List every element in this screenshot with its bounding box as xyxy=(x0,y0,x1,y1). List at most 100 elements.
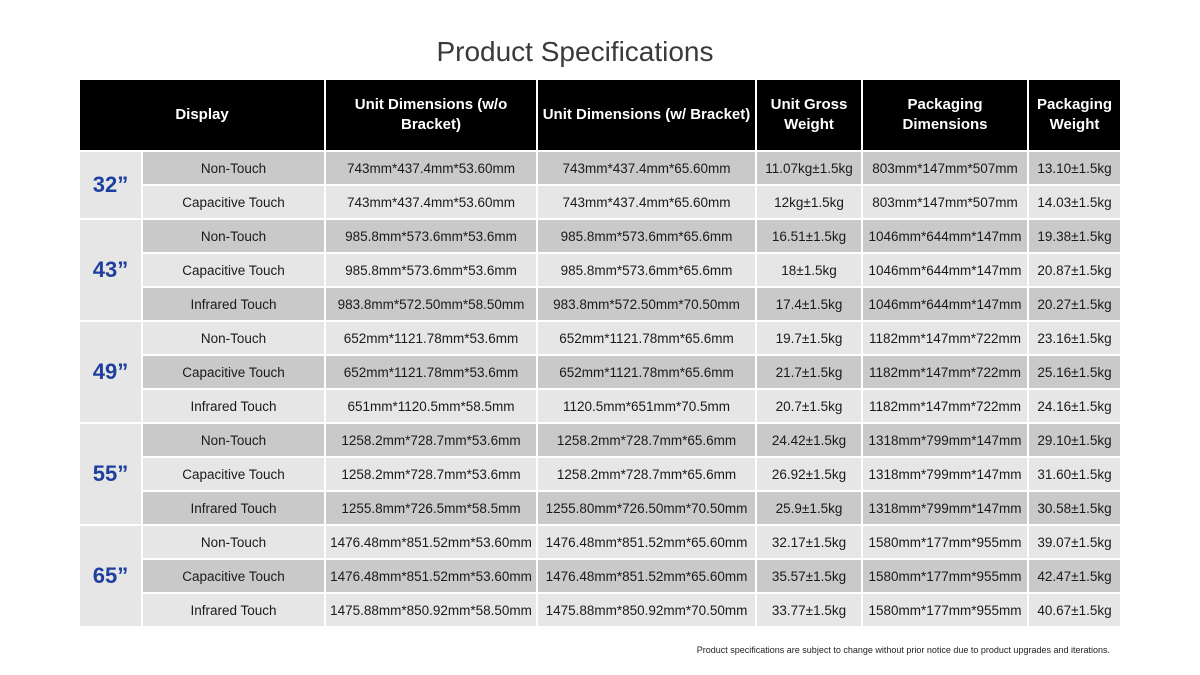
unit-dimensions-no-bracket-cell: 743mm*437.4mm*53.60mm xyxy=(326,150,538,184)
unit-dimensions-bracket-cell: 985.8mm*573.6mm*65.6mm xyxy=(538,252,757,286)
packaging-weight-cell: 19.38±1.5kg xyxy=(1029,218,1120,252)
display-type-cell: Infrared Touch xyxy=(143,490,326,524)
unit-dimensions-bracket-cell: 1120.5mm*651mm*70.5mm xyxy=(538,388,757,422)
screen-size-label: 32” xyxy=(80,150,143,218)
display-type-cell: Capacitive Touch xyxy=(143,252,326,286)
table-row: Capacitive Touch 743mm*437.4mm*53.60mm 743… xyxy=(80,184,1120,218)
unit-dimensions-bracket-cell: 1255.80mm*726.50mm*70.50mm xyxy=(538,490,757,524)
screen-size-label: 65” xyxy=(80,524,143,626)
unit-dimensions-no-bracket-cell: 1255.8mm*726.5mm*58.5mm xyxy=(326,490,538,524)
unit-dimensions-bracket-cell: 983.8mm*572.50mm*70.50mm xyxy=(538,286,757,320)
packaging-dimensions-cell: 1318mm*799mm*147mm xyxy=(863,422,1029,456)
packaging-weight-cell: 13.10±1.5kg xyxy=(1029,150,1120,184)
packaging-weight-cell: 24.16±1.5kg xyxy=(1029,388,1120,422)
packaging-dimensions-cell: 803mm*147mm*507mm xyxy=(863,184,1029,218)
header-unit-dimensions-no-bracket: Unit Dimensions (w/o Bracket) xyxy=(326,80,538,150)
display-type-cell: Capacitive Touch xyxy=(143,184,326,218)
packaging-dimensions-cell: 1318mm*799mm*147mm xyxy=(863,490,1029,524)
packaging-dimensions-cell: 1182mm*147mm*722mm xyxy=(863,320,1029,354)
display-type-cell: Non-Touch xyxy=(143,422,326,456)
packaging-dimensions-cell: 1318mm*799mm*147mm xyxy=(863,456,1029,490)
table-row: 55” Non-Touch 1258.2mm*728.7mm*53.6mm 1258.… xyxy=(80,422,1120,524)
packaging-weight-cell: 14.03±1.5kg xyxy=(1029,184,1120,218)
table-row: Infrared Touch 1255.8mm*726.5mm*58.5mm 125… xyxy=(80,490,1120,524)
packaging-weight-cell: 20.87±1.5kg xyxy=(1029,252,1120,286)
packaging-dimensions-cell: 1046mm*644mm*147mm xyxy=(863,286,1029,320)
unit-dimensions-bracket-cell: 1258.2mm*728.7mm*65.6mm xyxy=(538,422,757,456)
footnote: Product specifications are subject to ch… xyxy=(696,645,1110,655)
unit-gross-weight-cell: 19.7±1.5kg xyxy=(757,320,863,354)
screen-size-label: 43” xyxy=(80,218,143,320)
unit-dimensions-bracket-cell: 743mm*437.4mm*65.60mm xyxy=(538,150,757,184)
unit-gross-weight-cell: 17.4±1.5kg xyxy=(757,286,863,320)
table-row: 65” Non-Touch 1476.48mm*851.52mm*53.60mm 14… xyxy=(80,524,1120,626)
packaging-weight-cell: 39.07±1.5kg xyxy=(1029,524,1120,558)
display-type-cell: Non-Touch xyxy=(143,150,326,184)
spec-table: Display Unit Dimensions (w/o Bracket) Un… xyxy=(80,80,1120,626)
table-row: Infrared Touch 1475.88mm*850.92mm*58.50mm… xyxy=(80,592,1120,626)
unit-gross-weight-cell: 18±1.5kg xyxy=(757,252,863,286)
page-title: Product Specifications xyxy=(436,36,714,67)
packaging-dimensions-cell: 1182mm*147mm*722mm xyxy=(863,354,1029,388)
table-row: 49” Non-Touch 652mm*1121.78mm*53.6mm 652mm*… xyxy=(80,320,1120,422)
packaging-weight-cell: 29.10±1.5kg xyxy=(1029,422,1120,456)
screen-size-label: 55” xyxy=(80,422,143,524)
display-type-cell: Capacitive Touch xyxy=(143,354,326,388)
display-type-cell: Non-Touch xyxy=(143,524,326,558)
screen-size-label: 49” xyxy=(80,320,143,422)
display-type-cell: Infrared Touch xyxy=(143,286,326,320)
unit-dimensions-bracket-cell: 1476.48mm*851.52mm*65.60mm xyxy=(538,524,757,558)
display-type-cell: Non-Touch xyxy=(143,320,326,354)
unit-dimensions-no-bracket-cell: 985.8mm*573.6mm*53.6mm xyxy=(326,218,538,252)
packaging-dimensions-cell: 1580mm*177mm*955mm xyxy=(863,524,1029,558)
header-unit-gross-weight: Unit Gross Weight xyxy=(757,80,863,150)
table-row: Infrared Touch 983.8mm*572.50mm*58.50mm 98… xyxy=(80,286,1120,320)
unit-dimensions-bracket-cell: 1258.2mm*728.7mm*65.6mm xyxy=(538,456,757,490)
display-type-cell: Capacitive Touch xyxy=(143,456,326,490)
packaging-dimensions-cell: 1580mm*177mm*955mm xyxy=(863,592,1029,626)
table-row: Capacitive Touch 652mm*1121.78mm*53.6mm 65… xyxy=(80,354,1120,388)
unit-gross-weight-cell: 25.9±1.5kg xyxy=(757,490,863,524)
packaging-dimensions-cell: 1046mm*644mm*147mm xyxy=(863,218,1029,252)
packaging-weight-cell: 23.16±1.5kg xyxy=(1029,320,1120,354)
unit-gross-weight-cell: 11.07kg±1.5kg xyxy=(757,150,863,184)
table-row: 32” Non-Touch 743mm*437.4mm*53.60mm 743mm*4… xyxy=(80,150,1120,218)
display-type-cell: Capacitive Touch xyxy=(143,558,326,592)
unit-gross-weight-cell: 26.92±1.5kg xyxy=(757,456,863,490)
unit-gross-weight-cell: 21.7±1.5kg xyxy=(757,354,863,388)
unit-dimensions-no-bracket-cell: 983.8mm*572.50mm*58.50mm xyxy=(326,286,538,320)
unit-gross-weight-cell: 24.42±1.5kg xyxy=(757,422,863,456)
unit-gross-weight-cell: 33.77±1.5kg xyxy=(757,592,863,626)
header-packaging-dimensions: Packaging Dimensions xyxy=(863,80,1029,150)
table-row: 43” Non-Touch 985.8mm*573.6mm*53.6mm 985.8m… xyxy=(80,218,1120,320)
unit-dimensions-bracket-cell: 652mm*1121.78mm*65.6mm xyxy=(538,354,757,388)
packaging-weight-cell: 42.47±1.5kg xyxy=(1029,558,1120,592)
unit-dimensions-no-bracket-cell: 1476.48mm*851.52mm*53.60mm xyxy=(326,558,538,592)
unit-dimensions-bracket-cell: 1476.48mm*851.52mm*65.60mm xyxy=(538,558,757,592)
unit-dimensions-no-bracket-cell: 1258.2mm*728.7mm*53.6mm xyxy=(326,422,538,456)
unit-dimensions-no-bracket-cell: 652mm*1121.78mm*53.6mm xyxy=(326,354,538,388)
packaging-weight-cell: 31.60±1.5kg xyxy=(1029,456,1120,490)
table-row: Capacitive Touch 1476.48mm*851.52mm*53.60… xyxy=(80,558,1120,592)
unit-gross-weight-cell: 16.51±1.5kg xyxy=(757,218,863,252)
display-type-cell: Infrared Touch xyxy=(143,592,326,626)
unit-dimensions-bracket-cell: 743mm*437.4mm*65.60mm xyxy=(538,184,757,218)
packaging-weight-cell: 25.16±1.5kg xyxy=(1029,354,1120,388)
unit-dimensions-no-bracket-cell: 985.8mm*573.6mm*53.6mm xyxy=(326,252,538,286)
packaging-dimensions-cell: 1046mm*644mm*147mm xyxy=(863,252,1029,286)
unit-dimensions-bracket-cell: 652mm*1121.78mm*65.6mm xyxy=(538,320,757,354)
unit-dimensions-bracket-cell: 1475.88mm*850.92mm*70.50mm xyxy=(538,592,757,626)
packaging-weight-cell: 20.27±1.5kg xyxy=(1029,286,1120,320)
header-row: Display Unit Dimensions (w/o Bracket) Un… xyxy=(80,80,1120,150)
packaging-dimensions-cell: 1182mm*147mm*722mm xyxy=(863,388,1029,422)
table-row: Capacitive Touch 985.8mm*573.6mm*53.6mm 98… xyxy=(80,252,1120,286)
unit-dimensions-no-bracket-cell: 743mm*437.4mm*53.60mm xyxy=(326,184,538,218)
unit-gross-weight-cell: 12kg±1.5kg xyxy=(757,184,863,218)
packaging-dimensions-cell: 803mm*147mm*507mm xyxy=(863,150,1029,184)
unit-dimensions-no-bracket-cell: 1476.48mm*851.52mm*53.60mm xyxy=(326,524,538,558)
packaging-weight-cell: 30.58±1.5kg xyxy=(1029,490,1120,524)
unit-dimensions-no-bracket-cell: 1258.2mm*728.7mm*53.6mm xyxy=(326,456,538,490)
display-type-cell: Non-Touch xyxy=(143,218,326,252)
unit-dimensions-no-bracket-cell: 652mm*1121.78mm*53.6mm xyxy=(326,320,538,354)
unit-dimensions-no-bracket-cell: 1475.88mm*850.92mm*58.50mm xyxy=(326,592,538,626)
